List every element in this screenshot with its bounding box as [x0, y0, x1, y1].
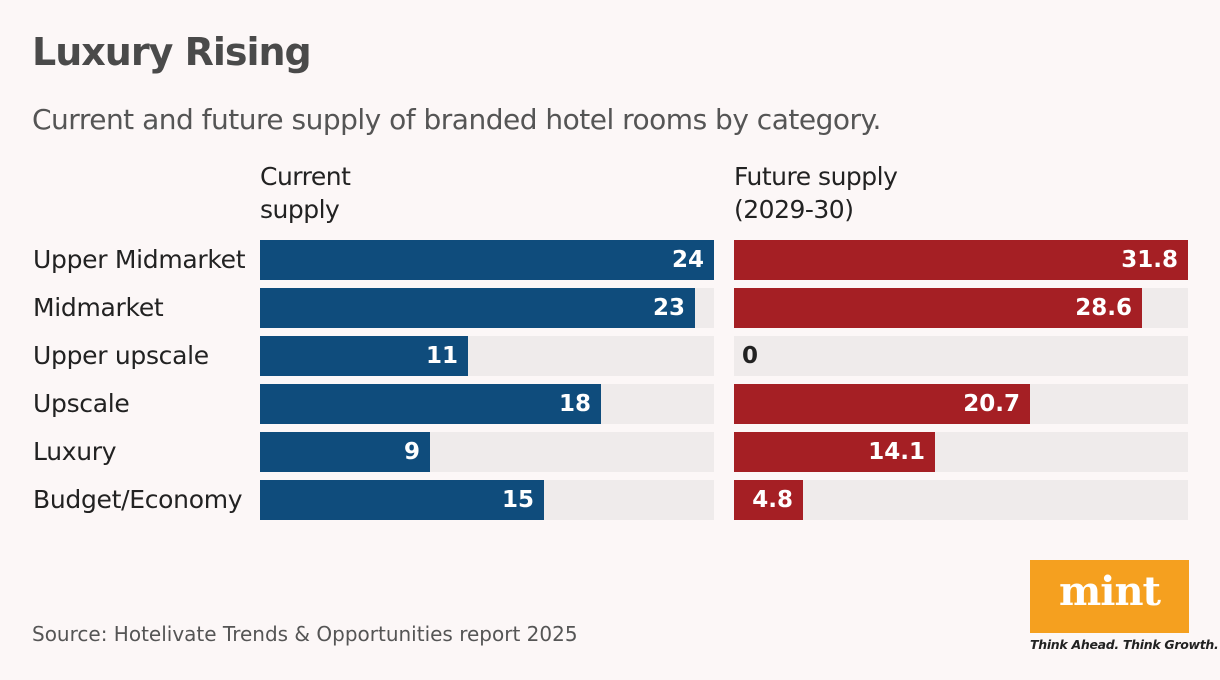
- future-bar: [734, 384, 1030, 424]
- current-bar-track: 11: [260, 336, 714, 376]
- category-label: Upper upscale: [33, 341, 209, 370]
- chart-title: Luxury Rising: [32, 30, 312, 74]
- future-bar: [734, 240, 1188, 280]
- future-value-label: 28.6: [1075, 295, 1132, 321]
- future-value-label: 4.8: [752, 487, 793, 513]
- current-value-label: 9: [403, 439, 420, 465]
- future-bar-track: 28.6: [734, 288, 1188, 328]
- current-value-label: 24: [671, 247, 704, 273]
- future-bar: [734, 288, 1142, 328]
- mint-logo: mint: [1030, 560, 1189, 633]
- future-bar-track: 4.8: [734, 480, 1188, 520]
- current-bar: [260, 288, 695, 328]
- category-label: Upper Midmarket: [33, 245, 246, 274]
- logo-tagline: Think Ahead. Think Growth.: [1030, 637, 1219, 652]
- current-bar-track: 24: [260, 240, 714, 280]
- current-bar: [260, 336, 468, 376]
- future-bar: [734, 432, 935, 472]
- future-supply-header: Future supply (2029-30): [734, 162, 898, 224]
- category-label: Midmarket: [33, 293, 164, 322]
- category-label: Budget/Economy: [33, 485, 243, 514]
- logo-wordmark: mint: [1058, 568, 1161, 615]
- current-bar: [260, 240, 714, 280]
- current-value-label: 23: [652, 295, 685, 321]
- source-note: Source: Hotelivate Trends & Opportunitie…: [32, 622, 578, 646]
- current-supply-header: Current supply: [260, 162, 351, 224]
- future-value-label: 31.8: [1121, 247, 1178, 273]
- current-bar: [260, 480, 544, 520]
- current-bar-track: 18: [260, 384, 714, 424]
- future-bar-track: 0: [734, 336, 1188, 376]
- current-bar: [260, 384, 601, 424]
- future-bar-track: 14.1: [734, 432, 1188, 472]
- category-label: Luxury: [33, 437, 117, 466]
- current-value-label: 11: [425, 343, 458, 369]
- current-value-label: 18: [558, 391, 591, 417]
- current-bar-track: 23: [260, 288, 714, 328]
- current-bar-track: 15: [260, 480, 714, 520]
- current-bar-track: 9: [260, 432, 714, 472]
- category-label: Upscale: [33, 389, 130, 418]
- future-bar-track: 20.7: [734, 384, 1188, 424]
- future-value-label: 0: [742, 343, 759, 369]
- future-bar: [734, 480, 803, 520]
- chart-subtitle: Current and future supply of branded hot…: [32, 103, 881, 136]
- future-value-label: 14.1: [868, 439, 925, 465]
- future-value-label: 20.7: [963, 391, 1020, 417]
- current-value-label: 15: [501, 487, 534, 513]
- future-bar-track: 31.8: [734, 240, 1188, 280]
- current-bar: [260, 432, 430, 472]
